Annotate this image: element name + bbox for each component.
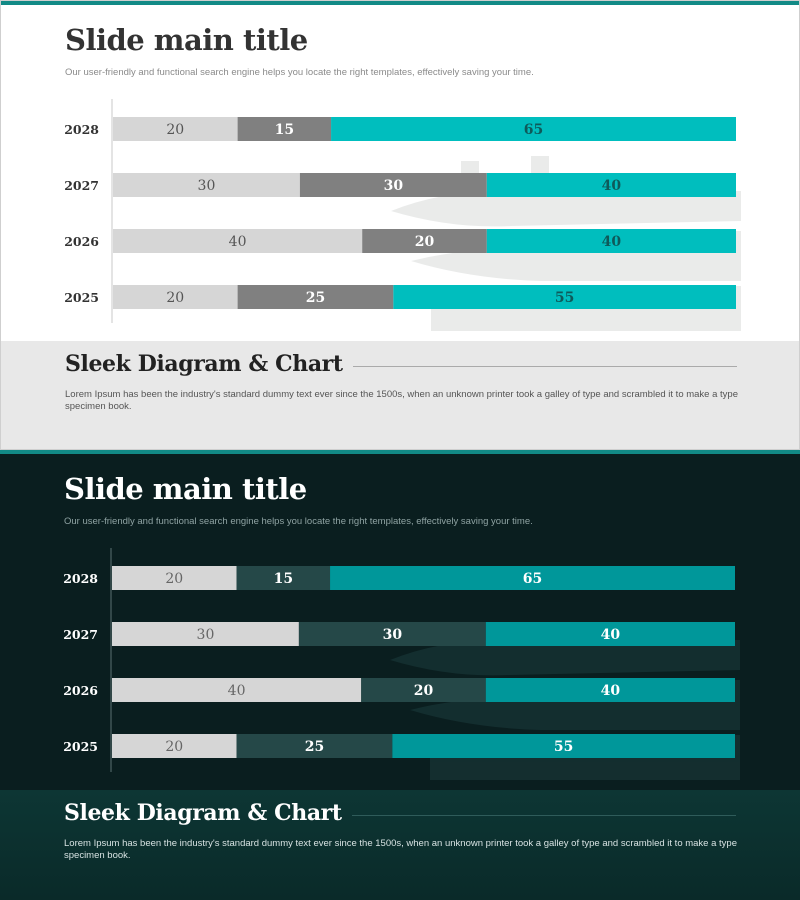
data-label: 15: [274, 571, 293, 587]
bar-segment: [236, 734, 393, 758]
slide-title: Slide main title: [64, 472, 307, 506]
bar-segment: [393, 285, 736, 309]
bar-segment: [237, 117, 332, 141]
data-label: 20: [166, 290, 184, 306]
bar-segment: [486, 173, 736, 197]
data-label: 65: [523, 571, 542, 587]
bar-segment: [112, 566, 237, 590]
data-label: 40: [229, 234, 247, 250]
bar-segment: [113, 173, 300, 197]
bar-segment: [112, 734, 237, 758]
bar-segment: [392, 734, 735, 758]
data-label: 20: [165, 571, 183, 587]
bar-segment: [361, 678, 486, 702]
data-label: 15: [275, 122, 294, 138]
bar-segment: [236, 566, 331, 590]
top-accent-bar: [1, 1, 799, 5]
data-label: 30: [198, 178, 216, 194]
data-label: 40: [601, 627, 621, 643]
data-label: 30: [197, 627, 215, 643]
bar-segment: [362, 229, 487, 253]
bar-segment: [485, 678, 735, 702]
bar-segment: [299, 173, 487, 197]
section-text: Lorem Ipsum has been the industry's stan…: [65, 389, 738, 412]
bar-segment: [113, 117, 238, 141]
section-divider: [352, 815, 736, 816]
slide-dark: Slide main title Our user-friendly and f…: [0, 450, 800, 900]
bar-segment: [485, 622, 735, 646]
slide-subtitle: Our user-friendly and functional search …: [64, 516, 533, 527]
data-label: 30: [384, 178, 404, 194]
category-label: 2028: [64, 122, 99, 137]
category-label: 2025: [64, 290, 99, 305]
data-label: 30: [383, 627, 403, 643]
data-label: 40: [228, 683, 246, 699]
bar-segment: [237, 285, 394, 309]
category-label: 2025: [63, 739, 98, 754]
description-band: Sleek Diagram & Chart Lorem Ipsum has be…: [1, 341, 799, 449]
data-label: 20: [414, 683, 434, 699]
slide-light: Slide main title Our user-friendly and f…: [0, 0, 800, 450]
data-label: 55: [554, 739, 573, 755]
data-label: 25: [306, 290, 325, 306]
data-label: 55: [555, 290, 574, 306]
slide-subtitle: Our user-friendly and functional search …: [65, 67, 534, 78]
data-label: 40: [602, 234, 622, 250]
bar-segment: [113, 229, 363, 253]
section-text: Lorem Ipsum has been the industry's stan…: [64, 838, 737, 861]
data-label: 65: [524, 122, 543, 138]
data-label: 40: [601, 683, 621, 699]
description-band: Sleek Diagram & Chart Lorem Ipsum has be…: [0, 790, 800, 900]
data-label: 20: [415, 234, 435, 250]
section-title: Sleek Diagram & Chart: [65, 351, 343, 377]
category-label: 2028: [63, 571, 98, 586]
bar-segment: [112, 678, 362, 702]
category-label: 2026: [63, 683, 98, 698]
slide-title: Slide main title: [65, 23, 308, 57]
section-divider: [353, 366, 737, 367]
data-label: 40: [602, 178, 622, 194]
bar-segment: [113, 285, 238, 309]
category-label: 2027: [63, 627, 98, 642]
section-title: Sleek Diagram & Chart: [64, 800, 342, 826]
category-label: 2026: [64, 234, 99, 249]
data-label: 20: [165, 739, 183, 755]
bar-segment: [298, 622, 486, 646]
data-label: 25: [305, 739, 324, 755]
category-label: 2027: [64, 178, 99, 193]
bar-segment: [486, 229, 736, 253]
bar-segment: [331, 117, 736, 141]
bar-segment: [330, 566, 735, 590]
data-label: 20: [166, 122, 184, 138]
top-accent-bar: [0, 450, 800, 454]
bar-segment: [112, 622, 299, 646]
